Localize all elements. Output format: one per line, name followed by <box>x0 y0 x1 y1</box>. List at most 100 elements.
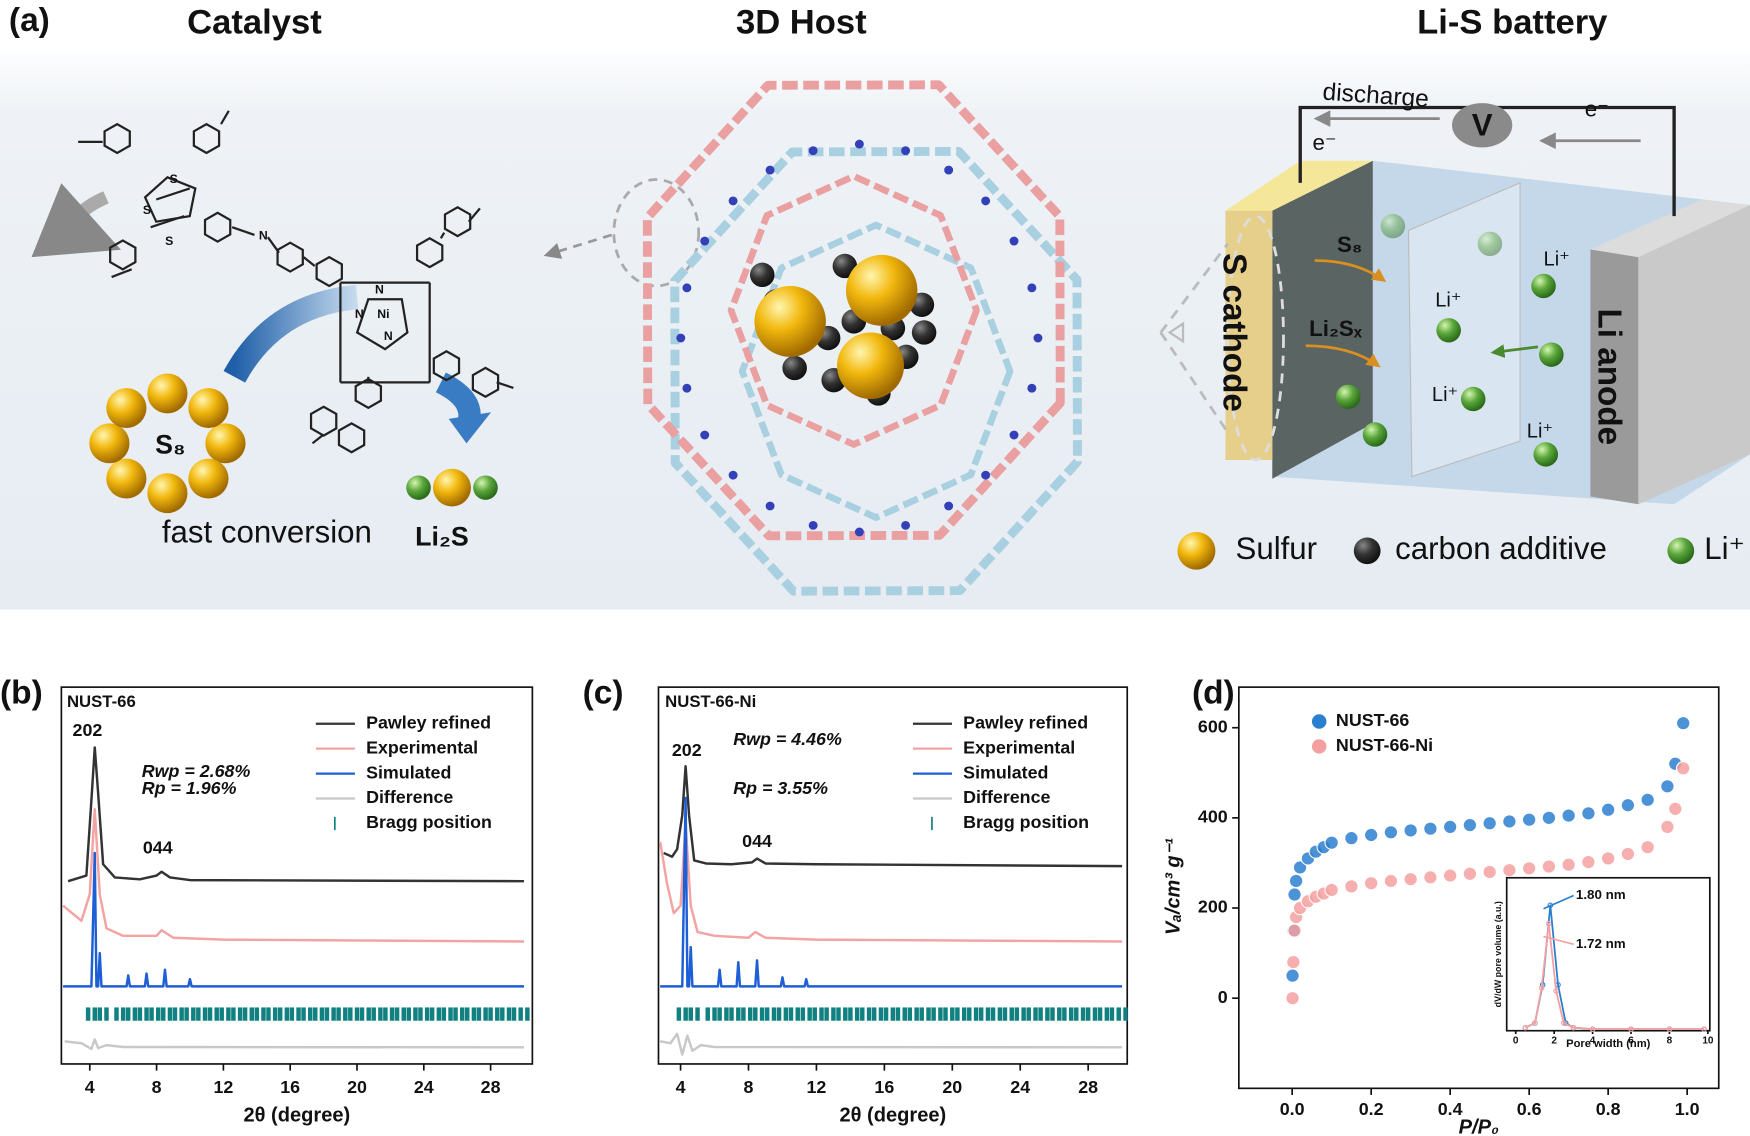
x-axis-label: 2θ (degree) <box>243 1104 350 1126</box>
section-title: Catalyst <box>187 4 322 42</box>
decoration <box>1353 537 1381 565</box>
carbon-particle <box>911 320 937 345</box>
anode-label: Li anode <box>1590 308 1627 445</box>
legend-label: carbon additive <box>1395 531 1607 566</box>
x-tick-label: 8 <box>744 1077 754 1097</box>
decoration <box>1314 259 1387 283</box>
legend-label: Bragg position <box>963 812 1089 832</box>
sulfur-particle <box>845 254 918 326</box>
series-line <box>67 746 524 883</box>
bond <box>220 110 230 125</box>
x-tick-label: 4 <box>1590 1035 1596 1046</box>
point <box>1423 870 1438 885</box>
species-label: Li₂Sₓ <box>1309 316 1363 341</box>
nitrogen-site <box>682 383 692 393</box>
point <box>1522 1024 1529 1031</box>
sulfur-atom <box>188 458 229 499</box>
decoration <box>612 178 701 288</box>
point <box>1482 864 1497 880</box>
nitrogen-site <box>854 527 864 537</box>
ring <box>337 422 366 454</box>
legend-label: Simulated <box>366 762 451 782</box>
point <box>1521 812 1537 827</box>
ring <box>143 176 197 223</box>
plot-frame <box>60 686 534 1065</box>
point <box>1292 860 1308 875</box>
carbon-particle <box>750 262 775 288</box>
ion-label: Li⁺ <box>1432 384 1458 406</box>
nitrogen-site <box>808 146 818 156</box>
x-tick-label: 2 <box>1551 1035 1557 1046</box>
point <box>1666 1026 1673 1032</box>
x-tick-label: 4 <box>676 1077 686 1097</box>
decoration <box>89 373 246 514</box>
plot-frame <box>1505 876 1711 1032</box>
nitrogen-site <box>1027 383 1037 393</box>
x-tick-label: 1.0 <box>1675 1099 1700 1119</box>
x-tick-label: 0.4 <box>1438 1099 1463 1119</box>
decoration <box>1407 182 1521 478</box>
point <box>1600 802 1616 817</box>
legend-marker <box>1310 713 1328 730</box>
atom-label: S <box>143 203 151 217</box>
point <box>1581 854 1596 870</box>
decoration <box>1460 386 1486 412</box>
nitrogen-site <box>728 470 738 480</box>
decoration <box>1531 273 1556 299</box>
sulfur-atom <box>106 458 147 499</box>
panel-label: (c) <box>583 675 624 712</box>
legend-label: Pawley refined <box>366 712 491 732</box>
point <box>1383 873 1399 889</box>
framework <box>642 80 1065 541</box>
point <box>1640 792 1655 808</box>
annotation: 044 <box>742 831 772 851</box>
legend-marker <box>1310 738 1328 755</box>
sulfur-atom <box>188 388 229 429</box>
decoration <box>31 183 121 258</box>
point <box>1675 761 1691 776</box>
ring <box>103 122 131 155</box>
bond <box>266 236 280 254</box>
legend-label: Li⁺ <box>1704 531 1745 566</box>
nitrogen-site <box>981 470 991 480</box>
bond <box>155 187 191 201</box>
x-tick-label: 20 <box>942 1077 962 1097</box>
ion-label: Li⁺ <box>1544 249 1570 271</box>
decoration <box>1452 103 1513 148</box>
nitrogen-site <box>1009 236 1019 246</box>
point <box>1521 861 1537 876</box>
series-line <box>63 851 524 988</box>
decoration <box>1667 537 1695 565</box>
carbon-particle <box>782 355 807 381</box>
ring-label: S₈ <box>155 430 185 460</box>
x-tick-label: 8 <box>152 1077 162 1097</box>
x-tick-label: 24 <box>414 1077 434 1097</box>
point <box>1344 830 1359 846</box>
nitrogen-site <box>944 501 954 511</box>
cathode-label: S cathode <box>1215 253 1252 412</box>
x-tick-label: 12 <box>213 1077 233 1097</box>
annotation: 1.72 nm <box>1576 936 1626 951</box>
decoration <box>406 475 431 500</box>
legend-label: NUST-66-Ni <box>1336 735 1433 755</box>
point <box>1581 806 1596 821</box>
point <box>1502 862 1517 878</box>
nitrogen-site <box>765 501 775 511</box>
series-line <box>64 1038 524 1051</box>
x-tick-label: 20 <box>347 1077 367 1097</box>
series-line <box>1524 922 1705 1031</box>
point <box>1285 968 1300 983</box>
sulfur-atom <box>106 388 147 429</box>
nitrogen-site <box>1009 430 1019 440</box>
sulfur-atom <box>147 473 188 514</box>
atom-label: S <box>170 172 178 186</box>
point <box>1600 851 1616 866</box>
point <box>1383 825 1399 840</box>
point <box>1403 871 1418 887</box>
carbon-particle <box>832 253 858 279</box>
series-line <box>659 1032 1123 1056</box>
x-tick-label: 28 <box>481 1077 501 1097</box>
nitrogen-site <box>944 165 954 175</box>
point <box>1570 1024 1577 1031</box>
legend-label: Pawley refined <box>963 712 1088 732</box>
